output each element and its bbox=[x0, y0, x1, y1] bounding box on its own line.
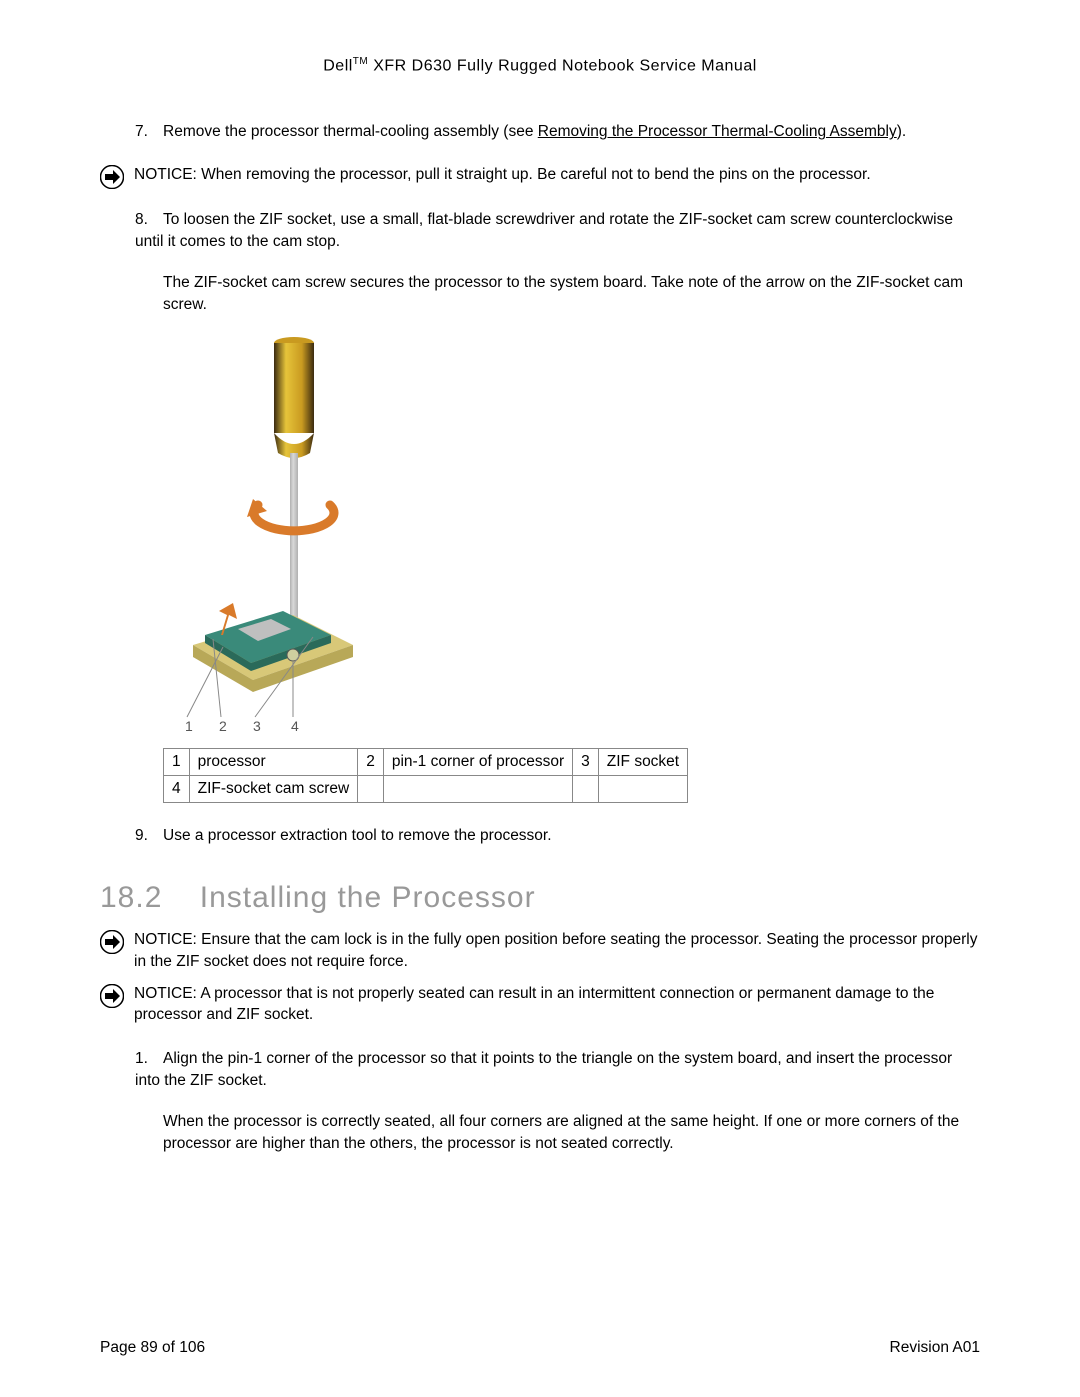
notice-1: NOTICE: When removing the processor, pul… bbox=[100, 164, 980, 189]
svg-text:2: 2 bbox=[219, 718, 227, 734]
callout-text: ZIF socket bbox=[598, 748, 687, 775]
step-text: Use a processor extraction tool to remov… bbox=[163, 827, 552, 844]
table-row: 1 processor 2 pin-1 corner of processor … bbox=[164, 748, 688, 775]
step-8: 8.To loosen the ZIF socket, use a small,… bbox=[135, 209, 980, 254]
install-step-1: 1.Align the pin-1 corner of the processo… bbox=[135, 1048, 980, 1093]
callout-num: 4 bbox=[164, 775, 190, 802]
install-step-1-para2: When the processor is correctly seated, … bbox=[163, 1111, 980, 1156]
processor-diagram: 1 2 3 4 bbox=[163, 335, 980, 740]
callout-table: 1 processor 2 pin-1 corner of processor … bbox=[163, 748, 688, 803]
page: DellTM XFR D630 Fully Rugged Notebook Se… bbox=[0, 0, 1080, 1397]
svg-text:1: 1 bbox=[185, 718, 193, 734]
notice-2: NOTICE: Ensure that the cam lock is in t… bbox=[100, 929, 980, 972]
callout-num: 1 bbox=[164, 748, 190, 775]
step-text: Remove the processor thermal-cooling ass… bbox=[163, 123, 906, 140]
revision: Revision A01 bbox=[890, 1339, 980, 1357]
notice-text: NOTICE: A processor that is not properly… bbox=[134, 983, 980, 1026]
notice-3: NOTICE: A processor that is not properly… bbox=[100, 983, 980, 1026]
section-title: Installing the Processor bbox=[200, 881, 536, 914]
callout-text: processor bbox=[189, 748, 358, 775]
step-9: 9.Use a processor extraction tool to rem… bbox=[135, 825, 980, 847]
page-number: Page 89 of 106 bbox=[100, 1339, 205, 1357]
section-heading: 18.2 Installing the Processor bbox=[100, 881, 980, 915]
header-prefix: Dell bbox=[323, 57, 353, 74]
table-row: 4 ZIF-socket cam screw bbox=[164, 775, 688, 802]
notice-arrow-icon bbox=[100, 930, 124, 954]
step-number: 9. bbox=[135, 825, 163, 847]
callout-num: 2 bbox=[358, 748, 384, 775]
section-number: 18.2 bbox=[100, 881, 162, 914]
step-number: 8. bbox=[135, 209, 163, 231]
step-text: Align the pin-1 corner of the processor … bbox=[135, 1050, 952, 1089]
notice-text: NOTICE: When removing the processor, pul… bbox=[134, 164, 871, 186]
notice-arrow-icon bbox=[100, 984, 124, 1008]
step-number: 7. bbox=[135, 121, 163, 143]
notice-arrow-icon bbox=[100, 165, 124, 189]
callout-num: 3 bbox=[573, 748, 599, 775]
notice-text: NOTICE: Ensure that the cam lock is in t… bbox=[134, 929, 980, 972]
step-number: 1. bbox=[135, 1048, 163, 1070]
page-header: DellTM XFR D630 Fully Rugged Notebook Se… bbox=[100, 56, 980, 75]
step-text: To loosen the ZIF socket, use a small, f… bbox=[135, 211, 953, 250]
callout-text: pin-1 corner of processor bbox=[383, 748, 572, 775]
link-removing-thermal-assembly[interactable]: Removing the Processor Thermal-Cooling A… bbox=[538, 123, 897, 140]
step-7: 7.Remove the processor thermal-cooling a… bbox=[135, 121, 980, 143]
callout-text: ZIF-socket cam screw bbox=[189, 775, 358, 802]
svg-text:3: 3 bbox=[253, 718, 261, 734]
trademark: TM bbox=[353, 56, 368, 67]
step-8-para2: The ZIF-socket cam screw secures the pro… bbox=[163, 272, 980, 317]
page-footer: Page 89 of 106 Revision A01 bbox=[100, 1339, 980, 1357]
header-suffix: XFR D630 Fully Rugged Notebook Service M… bbox=[368, 57, 757, 74]
svg-text:4: 4 bbox=[291, 718, 299, 734]
